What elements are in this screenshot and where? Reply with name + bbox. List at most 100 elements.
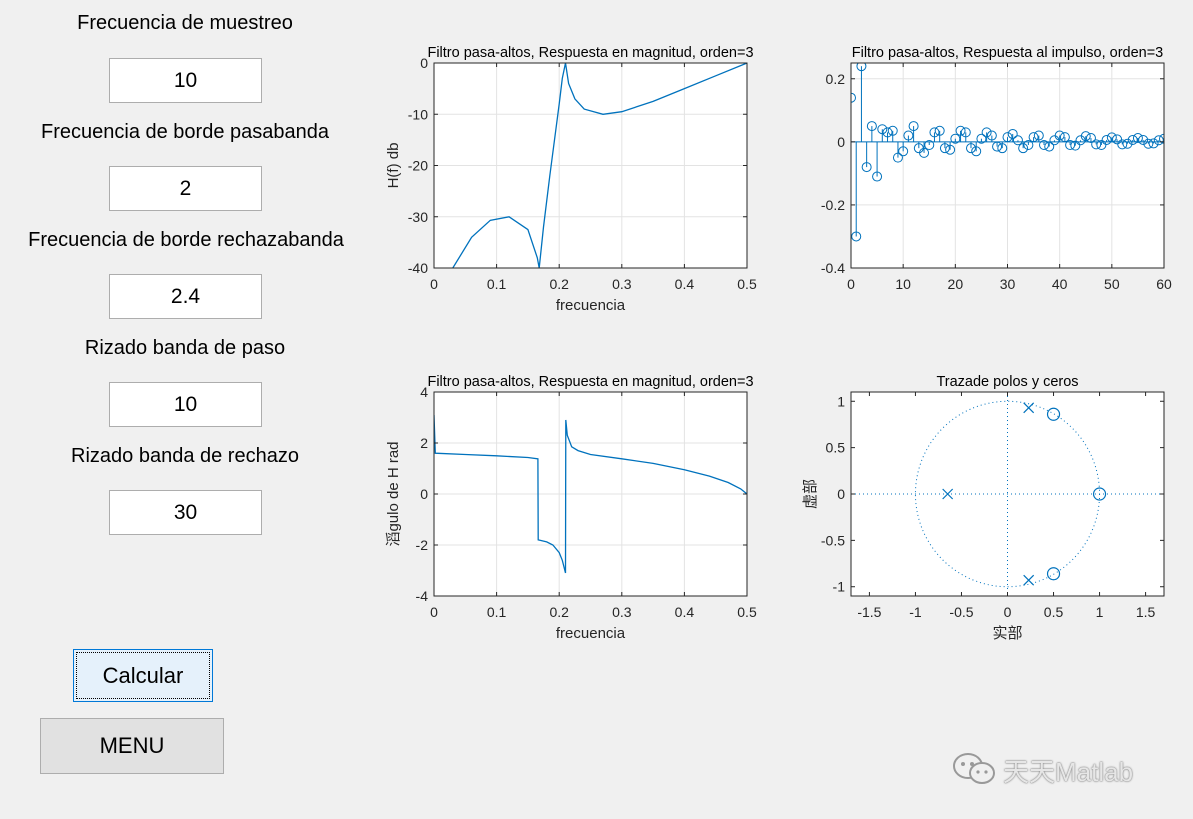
stem-marker — [934, 125, 945, 136]
y-tick-label: -30 — [408, 209, 428, 225]
y-axis-label: H(f) db — [385, 143, 402, 189]
stem-marker — [945, 144, 956, 155]
stem-marker — [1085, 133, 1096, 144]
stem-marker — [898, 146, 909, 157]
stem-marker — [1148, 138, 1159, 149]
stem-marker — [955, 125, 966, 136]
wechat-icon — [953, 753, 995, 784]
stem-marker — [1012, 135, 1023, 146]
y-tick-label: -0.4 — [821, 260, 845, 276]
sample-freq-field[interactable]: 10 — [109, 58, 262, 103]
y-tick-label: 0 — [837, 134, 845, 150]
y-tick-label: -0.2 — [821, 197, 845, 213]
stem-marker — [981, 127, 992, 138]
x-tick-label: 0.2 — [549, 276, 569, 292]
plot-content — [851, 63, 1164, 242]
series-line — [452, 63, 747, 268]
zero-marker — [1046, 407, 1061, 421]
y-tick-label: 2 — [420, 435, 428, 451]
y-tick-label: -20 — [408, 158, 428, 174]
plot-content — [434, 414, 747, 574]
calculate-button[interactable]: Calcular — [73, 649, 213, 702]
stem-marker — [1007, 128, 1018, 139]
stem-marker — [1132, 133, 1143, 144]
passband-edge-label: Frecuencia de borde pasabanda — [41, 121, 329, 143]
y-tick-label: 0 — [837, 486, 845, 502]
stem-marker — [1159, 133, 1164, 144]
stem-marker — [1138, 134, 1149, 145]
y-tick-label: 4 — [420, 384, 428, 400]
menu-button[interactable]: MENU — [40, 718, 224, 774]
x-tick-label: 0.4 — [675, 604, 695, 620]
stem-marker — [960, 127, 971, 138]
y-tick-label: 0.5 — [826, 440, 846, 456]
stem-marker — [965, 143, 976, 154]
stem-marker — [950, 133, 961, 144]
x-tick-label: -1.5 — [857, 604, 881, 620]
x-axis-label: frecuencia — [556, 297, 626, 314]
series-line — [434, 414, 747, 574]
passband-ripple-field[interactable]: 10 — [109, 382, 262, 427]
x-tick-label: 60 — [1156, 276, 1172, 292]
x-tick-label: 0.5 — [737, 276, 757, 292]
chart-1: 0 0.1 0.2 0.3 0.4 0.5 0 -10 -20 -30 -40 Filtro pasa… — [385, 45, 757, 314]
x-tick-label: 0.2 — [549, 604, 569, 620]
chart-title: Trazade polos y ceros — [936, 374, 1078, 390]
stem-marker — [1033, 130, 1044, 141]
stem-marker — [1039, 140, 1050, 150]
chart-4: -1.5 -1 -0.5 0 0.5 1 1.5 1 0.5 0 -0.5 -1 Trazade pol… — [802, 374, 1165, 642]
x-tick-label: -1 — [909, 604, 922, 620]
x-axis-label: frecuencia — [556, 625, 626, 642]
x-tick-label: 0.4 — [675, 276, 695, 292]
stem-marker — [908, 121, 919, 132]
x-tick-label: 0.1 — [487, 276, 507, 292]
stem-marker — [1143, 138, 1154, 149]
chart-2: 0 10 20 30 40 50 60 0.2 0 -0.2 -0.4 Filtro pasa-alt… — [821, 45, 1172, 292]
plot-content — [851, 392, 1164, 596]
y-tick-label: 0.2 — [826, 71, 846, 87]
stem-marker — [992, 141, 1003, 152]
stem-marker — [1065, 140, 1076, 150]
unit-circle — [914, 400, 1101, 588]
passband-edge-field[interactable]: 2 — [109, 166, 262, 211]
pole-marker — [1023, 402, 1035, 414]
stem-marker — [1106, 132, 1117, 143]
x-tick-label: 1.5 — [1136, 604, 1156, 620]
stem-marker — [1018, 143, 1029, 154]
stopband-edge-field[interactable]: 2.4 — [109, 274, 262, 319]
stem-marker — [892, 152, 903, 163]
stopband-ripple-field[interactable]: 30 — [109, 490, 262, 535]
stem-marker — [1002, 132, 1013, 143]
stem-marker — [1101, 134, 1112, 145]
stem-marker — [887, 125, 898, 136]
y-tick-label: -40 — [408, 260, 428, 276]
zero-marker — [1092, 487, 1107, 501]
x-tick-label: 0 — [430, 604, 438, 620]
stem-marker — [877, 124, 888, 135]
stem-marker — [939, 143, 950, 154]
y-tick-label: 0 — [420, 55, 428, 71]
stem-marker — [1059, 132, 1070, 143]
stem-marker — [903, 130, 914, 141]
stem-marker — [1127, 134, 1138, 145]
x-tick-label: -0.5 — [949, 604, 973, 620]
stem-marker — [1028, 132, 1039, 143]
sample-freq-label: Frecuencia de muestreo — [77, 12, 293, 34]
stem-marker — [882, 127, 893, 138]
stem-marker — [851, 231, 862, 242]
stem-marker — [997, 143, 1008, 154]
stem-marker — [971, 146, 982, 157]
y-tick-label: -4 — [416, 588, 429, 604]
stem-marker — [866, 121, 877, 132]
x-tick-label: 40 — [1052, 276, 1068, 292]
zero-marker — [1046, 567, 1061, 581]
chart-title: Filtro pasa-altos, Respuesta en magnitud… — [427, 45, 753, 61]
y-tick-label: -2 — [416, 537, 429, 553]
stem-marker — [924, 140, 935, 150]
stem-marker — [1080, 131, 1091, 142]
stem-marker — [1153, 135, 1164, 146]
x-tick-label: 1 — [1096, 604, 1104, 620]
stem-marker — [1070, 140, 1081, 151]
stem-marker — [986, 130, 997, 141]
x-tick-label: 10 — [895, 276, 911, 292]
